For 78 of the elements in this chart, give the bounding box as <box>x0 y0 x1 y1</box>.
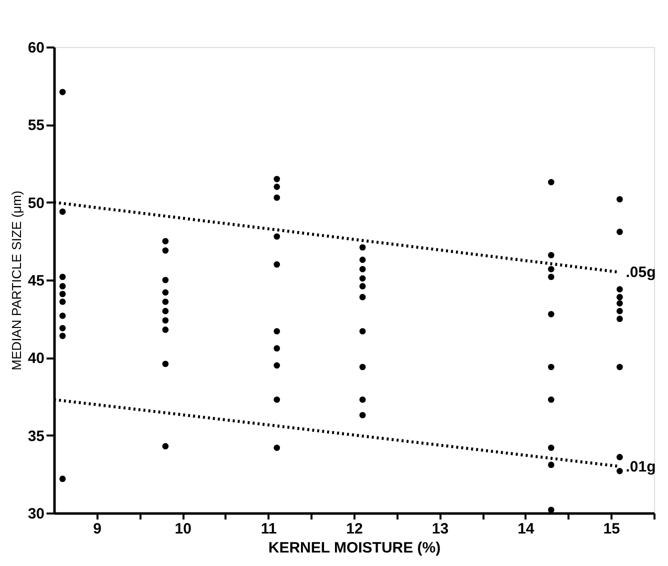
point <box>274 194 280 201</box>
x-tick-label: 14 <box>518 520 535 538</box>
point <box>548 274 554 280</box>
point <box>274 362 280 369</box>
point <box>359 244 366 251</box>
point <box>162 238 169 244</box>
point <box>59 298 66 305</box>
point <box>616 316 623 322</box>
point <box>359 364 366 370</box>
point <box>274 176 280 182</box>
point <box>616 228 623 235</box>
point <box>162 326 169 333</box>
point <box>548 462 554 468</box>
point <box>616 454 623 460</box>
point <box>274 345 280 352</box>
y-tick-label: 60 <box>28 40 44 56</box>
x-tick-label: 11 <box>260 520 277 538</box>
point <box>59 283 66 290</box>
x-axis-title: KERNEL MOISTURE (%) <box>268 540 441 556</box>
x-tick-label: 12 <box>346 520 363 538</box>
series-label: .05g <box>626 264 656 282</box>
point <box>616 364 623 370</box>
point <box>359 266 366 272</box>
point <box>162 443 169 450</box>
point <box>548 396 554 403</box>
point <box>616 196 623 202</box>
point <box>274 328 280 334</box>
x-tick-label: 13 <box>432 520 449 538</box>
point <box>616 308 623 314</box>
point <box>59 88 66 96</box>
point <box>162 298 169 305</box>
point <box>274 261 280 268</box>
point <box>59 312 66 319</box>
x-tick-label: 15 <box>603 520 620 538</box>
point <box>616 300 623 306</box>
point <box>59 476 66 482</box>
point <box>359 256 366 263</box>
point <box>274 233 280 240</box>
point <box>359 294 366 300</box>
point <box>59 332 66 340</box>
point <box>359 412 366 418</box>
point <box>548 266 554 272</box>
point <box>548 364 554 370</box>
point <box>162 308 169 314</box>
point <box>274 396 280 403</box>
point <box>616 468 623 474</box>
point <box>274 184 280 190</box>
y-tick-label: 35 <box>28 428 44 445</box>
y-tick-label: 40 <box>28 350 44 368</box>
point <box>359 275 366 282</box>
point <box>274 444 280 451</box>
x-tick-label: 9 <box>93 520 102 538</box>
point <box>616 294 623 300</box>
point <box>548 178 554 186</box>
point <box>548 444 554 451</box>
point <box>359 283 366 290</box>
y-tick-label: 50 <box>28 194 44 212</box>
y-tick-label: 30 <box>28 506 44 522</box>
point <box>162 289 169 296</box>
point <box>59 274 66 280</box>
point <box>162 360 169 368</box>
point <box>162 276 169 284</box>
point <box>548 506 554 514</box>
y-tick-label: 55 <box>28 117 44 134</box>
y-axis-title: MEDIAN PARTICLE SIZE (μm) <box>8 190 24 370</box>
point <box>162 247 169 254</box>
x-tick-label: 10 <box>174 520 192 538</box>
point <box>162 317 169 324</box>
point <box>359 328 366 334</box>
point <box>59 208 66 215</box>
point <box>359 396 366 403</box>
y-tick-label: 45 <box>28 272 44 290</box>
point <box>59 290 66 298</box>
series-label: .01g <box>626 458 656 476</box>
point <box>616 286 623 292</box>
point <box>548 311 554 318</box>
point <box>59 325 66 332</box>
point <box>548 252 554 258</box>
